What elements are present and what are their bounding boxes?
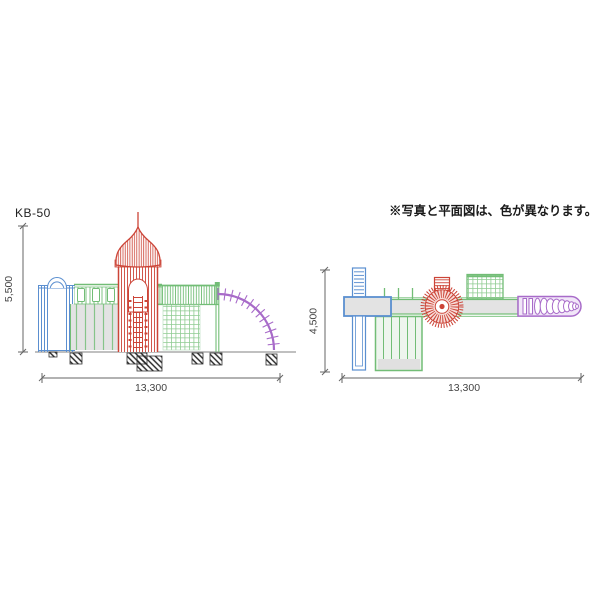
spiral-slide-elevation [217,288,280,351]
slide-end [378,359,420,370]
ground-anchors-elevation [48,351,278,372]
elevation-view: 5,500 13,300 [3,212,296,394]
net-grid [162,304,201,351]
entry-platform-plan [343,296,392,317]
elevation-width-dimension: 13,300 [38,373,284,394]
rail-plan [351,315,367,371]
spiral-tube-plan [517,295,582,317]
plan-width-label: 13,300 [448,382,480,394]
onion-dome [115,225,161,268]
plan-width-dimension: 13,300 [338,373,585,394]
tower-ladder [128,296,148,352]
elevation-height-label: 5,500 [3,276,15,302]
post-cap [214,282,220,287]
plan-depth-label: 4,500 [308,308,320,334]
tower-elevation [114,212,162,352]
plan-view: 4,500 13,300 [308,266,585,394]
model-label: KB-50 [15,206,51,220]
color-disclaimer-note: ※写真と平面図は、色が異なります。 [389,203,597,218]
entry-ladder-plan [343,267,392,371]
slide-plan [374,315,423,372]
elevation-width-label: 13,300 [135,382,167,394]
elevation-height-dimension: 5,500 [3,222,28,356]
climbing-net-elevation [153,282,220,352]
tower-plan [420,276,464,328]
arch-panel-elevation [38,277,75,352]
net-grid-plan [466,273,504,300]
plan-depth-dimension: 4,500 [308,266,330,376]
